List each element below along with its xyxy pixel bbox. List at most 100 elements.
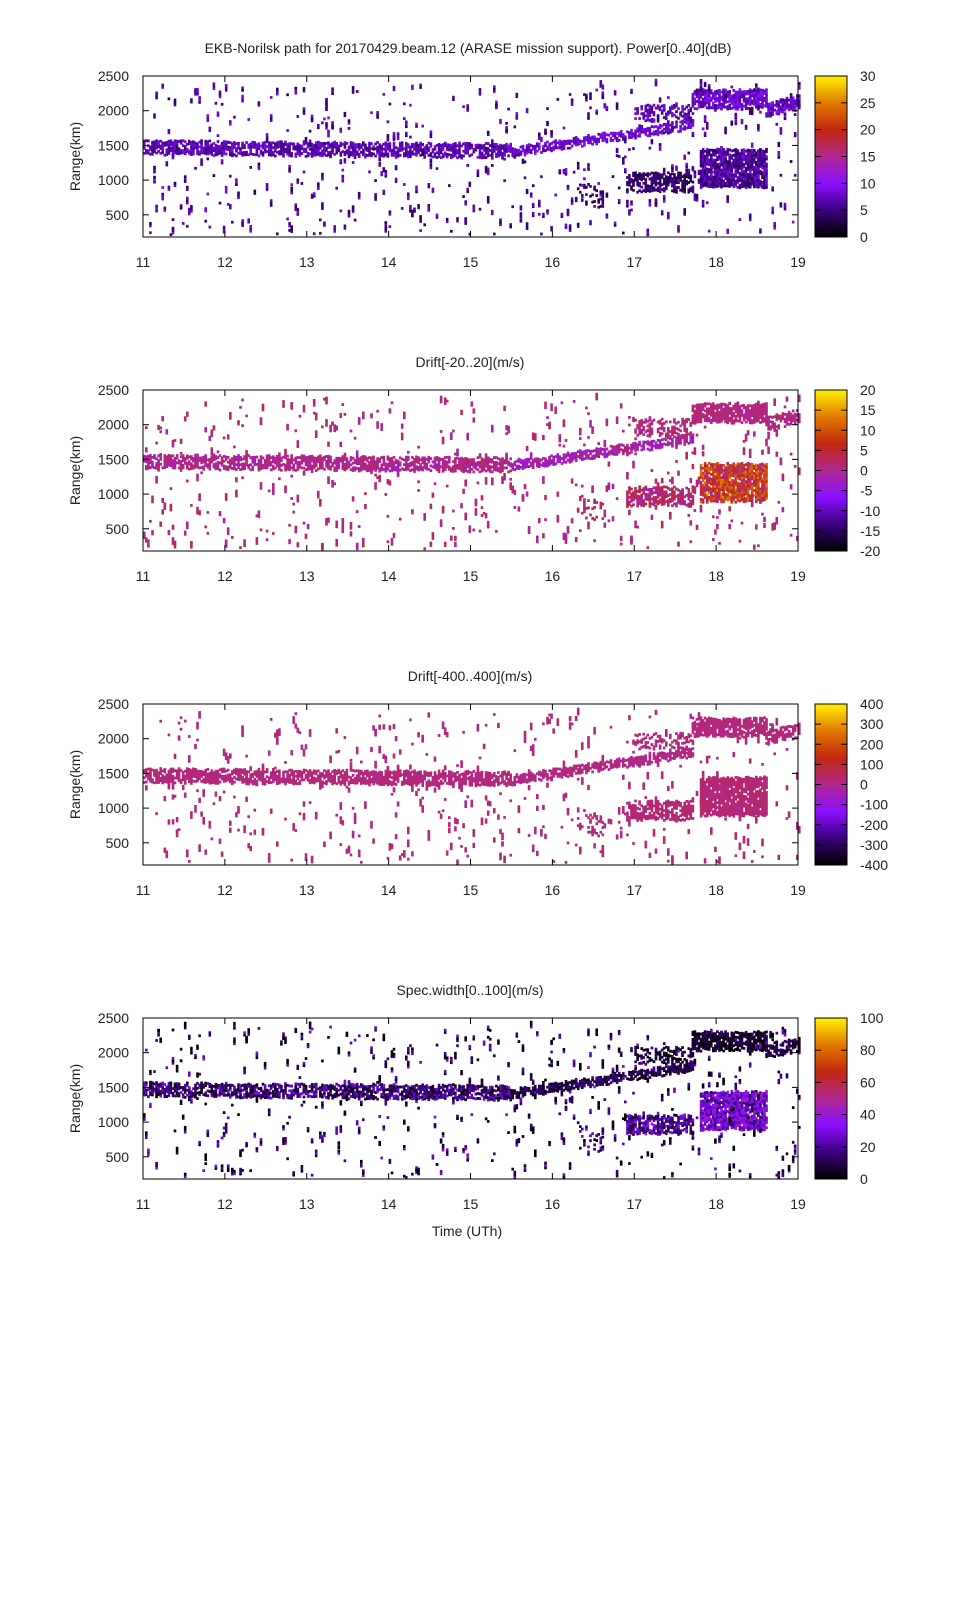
heatmap-cell xyxy=(175,151,179,155)
heatmap-cell xyxy=(429,457,433,460)
heatmap-cell xyxy=(353,218,357,222)
heatmap-cell xyxy=(648,172,652,176)
heatmap-cell xyxy=(357,196,361,200)
heatmap-cell xyxy=(572,141,576,145)
heatmap-cell xyxy=(707,86,711,90)
heatmap-cell xyxy=(724,100,727,104)
heatmap-cell xyxy=(693,97,697,101)
heatmap-cell xyxy=(231,220,234,224)
heatmap-cell xyxy=(171,144,175,147)
heatmap-cell xyxy=(785,96,789,100)
heatmap-cell xyxy=(190,148,193,152)
heatmap-cell xyxy=(206,116,210,120)
heatmap-cell xyxy=(791,409,795,413)
heatmap-cell xyxy=(617,134,621,137)
heatmap-cell xyxy=(339,161,343,165)
heatmap-cell xyxy=(394,153,398,157)
heatmap-cell xyxy=(323,221,326,225)
heatmap-cell xyxy=(261,141,265,145)
heatmap-cell xyxy=(757,90,760,93)
heatmap-cell xyxy=(697,178,701,182)
heatmap-cell xyxy=(632,132,635,136)
heatmap-cell xyxy=(218,95,222,99)
heatmap-cell xyxy=(149,148,152,151)
heatmap-cell xyxy=(224,147,228,151)
heatmap-cell xyxy=(667,427,670,430)
heatmap-cell xyxy=(204,139,207,143)
heatmap-cell xyxy=(226,145,230,149)
heatmap-cell xyxy=(368,149,371,152)
heatmap-cell xyxy=(460,144,463,148)
heatmap-cell xyxy=(296,147,300,151)
heatmap-cell xyxy=(241,151,244,155)
heatmap-cell xyxy=(742,104,746,108)
heatmap-cell xyxy=(190,100,193,104)
x-tick-label: 12 xyxy=(217,254,233,270)
heatmap-cell xyxy=(413,143,416,146)
heatmap-cell xyxy=(507,147,510,150)
heatmap-cell xyxy=(503,179,506,183)
colorbar-tick-label: 0 xyxy=(860,229,868,245)
heatmap-cell xyxy=(576,164,580,168)
heatmap-cell xyxy=(568,226,572,230)
heatmap-cell xyxy=(732,98,736,102)
heatmap-cell xyxy=(159,139,162,143)
heatmap-cell xyxy=(302,89,306,93)
heatmap-cell xyxy=(626,183,629,187)
heatmap-cell xyxy=(534,152,537,155)
heatmap-cell xyxy=(574,199,578,203)
heatmap-cell xyxy=(636,178,639,182)
heatmap-cell xyxy=(353,143,357,147)
heatmap-cell xyxy=(421,143,424,146)
heatmap-cell xyxy=(630,450,633,454)
heatmap-cell xyxy=(321,152,324,155)
heatmap-cell xyxy=(243,467,246,471)
heatmap-cell xyxy=(300,147,304,150)
y-tick-label: 2500 xyxy=(98,68,129,84)
heatmap-cell xyxy=(439,151,443,155)
heatmap-cell xyxy=(419,86,422,89)
heatmap-cell xyxy=(179,151,183,155)
heatmap-cell xyxy=(478,153,482,157)
heatmap-cell xyxy=(200,160,203,164)
heatmap-cell xyxy=(396,154,400,158)
heatmap-cell xyxy=(724,105,727,109)
heatmap-cell xyxy=(644,132,648,136)
heatmap-cell xyxy=(646,228,650,232)
heatmap-cell xyxy=(613,223,617,227)
heatmap-cell xyxy=(267,151,271,154)
heatmap-cell xyxy=(798,96,801,100)
heatmap-cell xyxy=(298,151,302,155)
heatmap-cell xyxy=(691,438,695,442)
heatmap-cell xyxy=(214,153,218,157)
heatmap-cell xyxy=(394,151,398,154)
heatmap-cell xyxy=(222,145,226,148)
heatmap-cell xyxy=(165,161,169,164)
heatmap-cell xyxy=(220,151,224,155)
heatmap-cell xyxy=(466,106,469,110)
heatmap-cell xyxy=(652,119,656,123)
heatmap-cell xyxy=(648,189,652,193)
heatmap-cell xyxy=(302,109,306,113)
heatmap-cell xyxy=(452,155,455,158)
heatmap-cell xyxy=(562,139,566,143)
heatmap-cell xyxy=(194,144,197,147)
heatmap-cell xyxy=(613,136,617,140)
heatmap-cell xyxy=(757,105,760,109)
heatmap-cell xyxy=(662,177,666,181)
heatmap-cell xyxy=(280,140,283,144)
heatmap-cell xyxy=(398,146,402,150)
heatmap-cell xyxy=(707,97,711,100)
heatmap-cell xyxy=(773,226,776,230)
heatmap-cell xyxy=(337,146,341,150)
heatmap-cell xyxy=(351,151,355,155)
heatmap-cell xyxy=(503,157,506,161)
heatmap-cell xyxy=(269,204,273,207)
heatmap-cell xyxy=(550,135,553,138)
heatmap-cell xyxy=(677,227,680,231)
heatmap-cell xyxy=(716,147,719,151)
heatmap-cell xyxy=(677,225,680,228)
heatmap-cell xyxy=(450,229,453,233)
heatmap-cell xyxy=(169,149,173,152)
